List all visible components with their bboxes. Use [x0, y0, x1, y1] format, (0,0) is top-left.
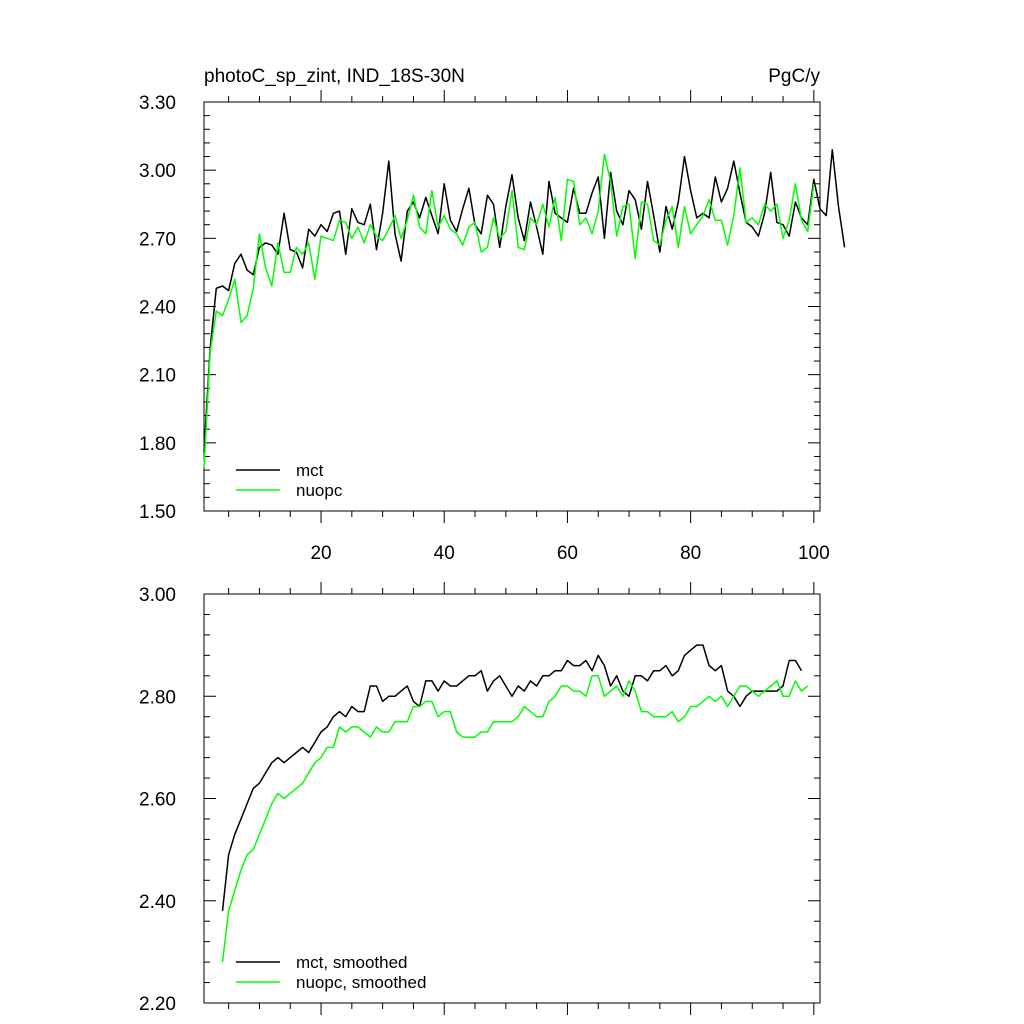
- y-tick-label: 2.40: [139, 892, 176, 913]
- bottom-axis-ticks: 2.20 2.40 2.60 2.80 3.00: [139, 582, 820, 1015]
- y-tick-label: 3.30: [139, 93, 176, 114]
- y-tick-label: 2.40: [139, 298, 176, 319]
- legend-label: nuopc, smoothed: [296, 973, 426, 992]
- y-tick-label: 2.20: [139, 994, 176, 1015]
- bottom-plot-frame: [203, 593, 821, 1004]
- x-tick-label: 80: [680, 543, 701, 564]
- series-line-mct-smoothed: [221, 644, 803, 912]
- y-tick-label: 3.00: [139, 161, 176, 182]
- units-label: PgC/y: [768, 66, 820, 87]
- top-panel: photoC_sp_zint, IND_18S-30N PgC/y 1.501.…: [139, 66, 846, 564]
- y-tick-label: 1.80: [139, 434, 176, 455]
- x-tick-label: 60: [557, 543, 578, 564]
- top-series-group: [203, 148, 846, 468]
- series-line-nuopc: [203, 153, 815, 468]
- x-tick-label: 20: [310, 543, 331, 564]
- bottom-series-group: [221, 644, 809, 963]
- x-tick-label: 40: [434, 543, 455, 564]
- y-tick-label: 2.70: [139, 229, 176, 250]
- y-tick-label: 1.50: [139, 502, 176, 523]
- series-line-nuopc-smoothed: [221, 675, 809, 963]
- legend-label: mct, smoothed: [296, 953, 408, 972]
- series-line-mct: [203, 148, 846, 452]
- y-tick-label: 2.60: [139, 790, 176, 811]
- legend-label: nuopc: [296, 481, 343, 500]
- legend-label: mct: [296, 461, 324, 480]
- top-plot-frame: [203, 101, 821, 512]
- bottom-panel: 2.20 2.40 2.60 2.80 3.00 mct, smoothednuopc,…: [139, 582, 821, 1015]
- x-tick-label: 100: [798, 543, 830, 564]
- chart-title: photoC_sp_zint, IND_18S-30N: [204, 66, 465, 87]
- top-axis-ticks: 1.50 1.80 2.10 2.40 2.70 3.00 3.30 20 40 60 80 100: [139, 90, 830, 564]
- y-tick-label: 2.10: [139, 366, 176, 387]
- y-tick-label: 2.80: [139, 687, 176, 708]
- y-tick-label: 3.00: [139, 585, 176, 606]
